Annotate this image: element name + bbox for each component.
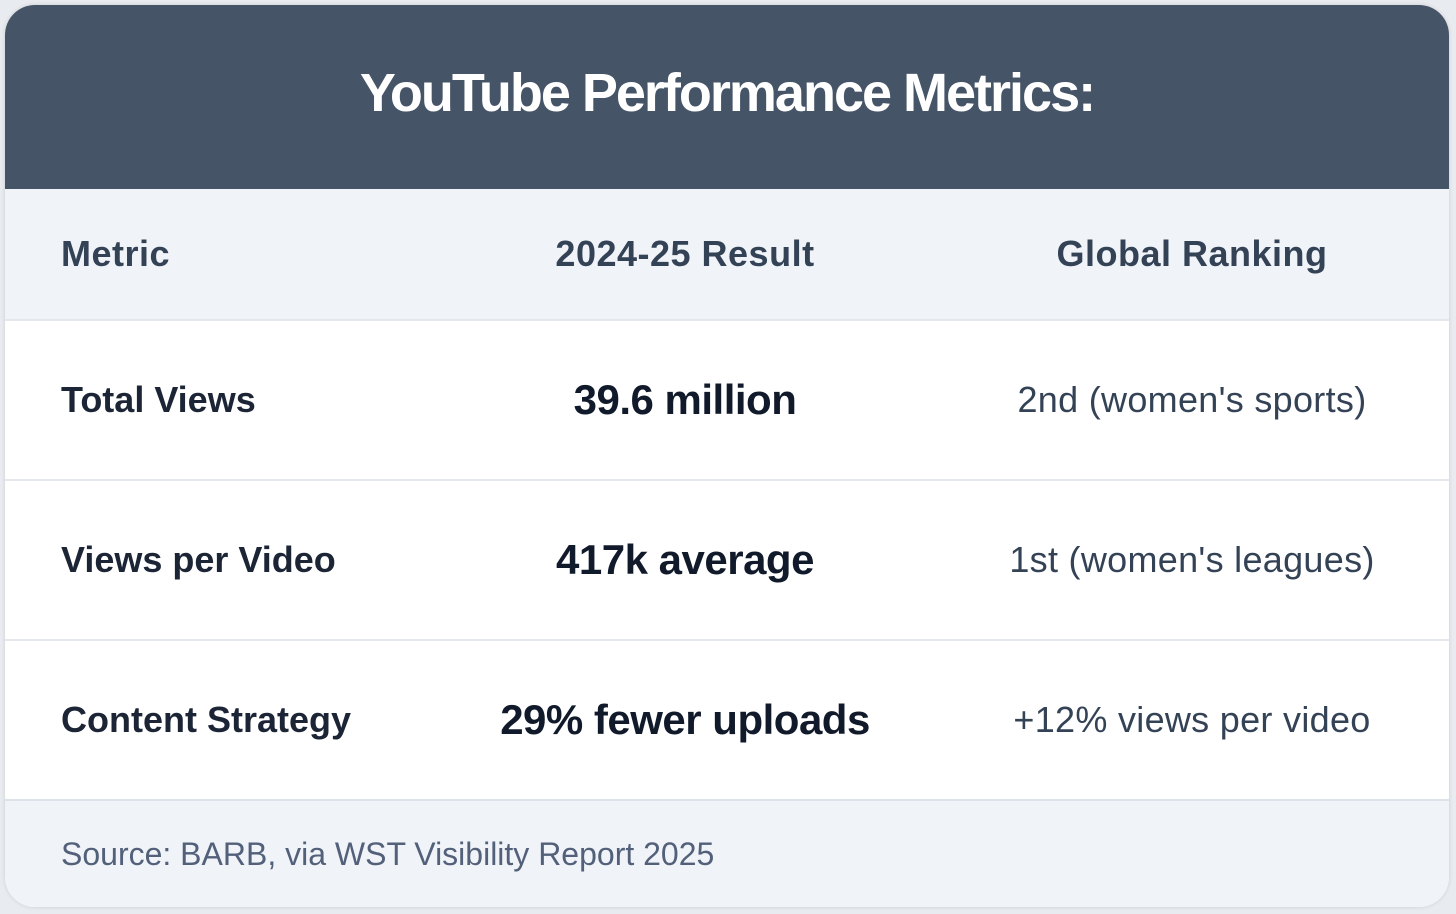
metrics-table: Metric 2024-25 Result Global Ranking Tot…: [5, 189, 1449, 801]
metric-cell: Views per Video: [61, 539, 336, 580]
metric-cell: Content Strategy: [61, 699, 352, 740]
table-row: Views per Video 417k average 1st (women'…: [5, 481, 1449, 641]
result-cell: 417k average: [556, 536, 814, 583]
metric-cell: Total Views: [61, 379, 256, 420]
table-row: Total Views 39.6 million 2nd (women's sp…: [5, 321, 1449, 481]
result-cell: 39.6 million: [573, 376, 797, 423]
ranking-cell: 2nd (women's sports): [1017, 379, 1367, 420]
source-footer: Source: BARB, via WST Visibility Report …: [5, 801, 1449, 907]
table-row: Content Strategy 29% fewer uploads +12% …: [5, 641, 1449, 801]
column-header-result: 2024-25 Result: [555, 233, 815, 274]
ranking-cell: 1st (women's leagues): [1009, 539, 1375, 580]
source-text: Source: BARB, via WST Visibility Report …: [61, 835, 715, 872]
metrics-card: YouTube Performance Metrics: Metric 2024…: [5, 5, 1449, 907]
ranking-cell: +12% views per video: [1013, 699, 1371, 740]
card-header: YouTube Performance Metrics:: [5, 5, 1449, 189]
table-header-row: Metric 2024-25 Result Global Ranking: [5, 189, 1449, 321]
card-title: YouTube Performance Metrics:: [359, 63, 1096, 123]
column-header-metric: Metric: [61, 233, 171, 274]
result-cell: 29% fewer uploads: [500, 696, 870, 743]
column-header-ranking: Global Ranking: [1056, 233, 1328, 274]
